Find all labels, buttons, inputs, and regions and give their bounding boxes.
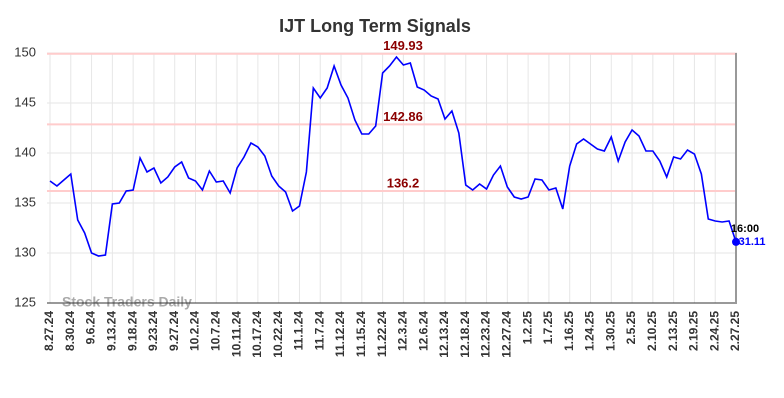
y-tick-label: 135 [14, 194, 36, 209]
x-tick-label: 12.23.24 [479, 311, 493, 358]
y-tick-label: 125 [14, 294, 36, 309]
x-tick-label: 12.6.24 [416, 311, 430, 351]
x-tick-label: 11.7.24 [312, 311, 326, 351]
x-tick-label: 2.24.25 [707, 311, 721, 351]
x-tick-label: 12.27.24 [500, 311, 514, 358]
last-time: 16:00 [731, 223, 759, 235]
y-tick-label: 145 [14, 94, 36, 109]
x-tick-label: 8.30.24 [63, 311, 77, 351]
x-tick-label: 8.27.24 [42, 311, 56, 351]
watermark: Stock Traders Daily [62, 294, 192, 310]
x-tick-label: 9.6.24 [84, 311, 98, 345]
last-point [732, 237, 740, 246]
x-tick-label: 9.23.24 [146, 311, 160, 351]
x-tick-label: 1.7.25 [541, 311, 555, 345]
x-tick-label: 12.3.24 [396, 311, 410, 351]
x-tick-label: 1.30.25 [603, 311, 617, 351]
chart-title: IJT Long Term Signals [279, 16, 471, 36]
signal-label: 149.93 [383, 38, 423, 53]
x-tick-label: 11.15.24 [354, 311, 368, 357]
signal-label: 136.2 [387, 175, 420, 190]
x-tick-label: 2.13.25 [666, 311, 680, 351]
x-tick-label: 2.10.25 [645, 311, 659, 351]
x-tick-label: 1.16.25 [562, 311, 576, 351]
x-tick-label: 10.17.24 [250, 311, 264, 358]
y-tick-label: 150 [14, 44, 36, 59]
last-value: 131.11 [732, 236, 765, 248]
x-tick-label: 10.22.24 [271, 311, 285, 358]
x-tick-label: 2.5.25 [624, 311, 638, 345]
signal-label: 142.86 [383, 109, 423, 124]
price-line [49, 55, 737, 257]
x-tick-label: 10.11.24 [229, 311, 243, 357]
x-tick-label: 1.2.25 [520, 311, 534, 345]
x-tick-label: 2.19.25 [687, 311, 701, 351]
x-tick-label: 12.13.24 [437, 311, 451, 358]
x-tick-label: 11.12.24 [333, 311, 347, 357]
x-tick-label: 12.18.24 [458, 311, 472, 358]
y-tick-label: 130 [14, 244, 36, 259]
y-tick-label: 140 [14, 144, 36, 159]
x-tick-label: 10.7.24 [208, 311, 222, 351]
x-tick-label: 2.27.25 [728, 311, 742, 351]
x-tick-label: 9.27.24 [167, 311, 181, 351]
x-tick-label: 11.22.24 [375, 311, 389, 357]
x-tick-label: 9.13.24 [105, 311, 119, 351]
x-tick-label: 11.1.24 [292, 311, 306, 351]
x-tick-label: 9.18.24 [125, 311, 139, 351]
x-tick-label: 1.24.25 [583, 311, 597, 351]
x-tick-label: 10.2.24 [188, 311, 202, 351]
